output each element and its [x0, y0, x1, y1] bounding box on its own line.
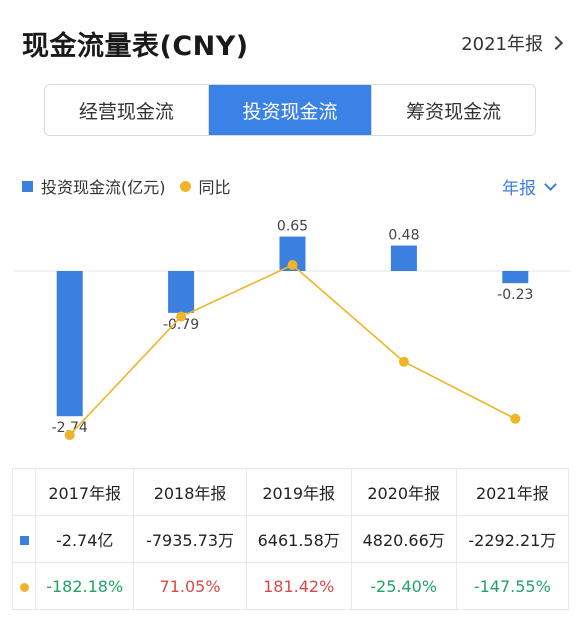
amount-cell: -2292.21万: [455, 515, 570, 563]
frequency-dropdown[interactable]: 年报: [502, 174, 557, 199]
line-legend-label: 同比: [198, 178, 231, 197]
yoy-cell: 71.05%: [133, 562, 247, 610]
table-row-yoy: -182.18% 71.05% 181.42% -25.40% -147.55%: [12, 562, 570, 610]
yoy-cell: -147.55%: [455, 562, 570, 610]
yoy-point-2021年报: [510, 413, 521, 424]
bar-legend-label: 投资现金流(亿元): [41, 178, 166, 197]
amount-cell: 4820.66万: [350, 515, 457, 563]
yoy-point-2019年报: [287, 260, 298, 270]
bar-legend-icon: [22, 180, 33, 192]
cashflow-tabs: 经营现金流 投资现金流 筹资现金流: [44, 84, 536, 136]
yoy-point-2018年报: [176, 311, 187, 322]
yoy-line: [69, 264, 516, 436]
tab-operating[interactable]: 经营现金流: [45, 85, 208, 135]
period-label: 2021年报: [461, 34, 543, 55]
yoy-point-2017年报: [64, 430, 75, 440]
investing-cashflow-chart: -2.74-0.790.650.48-0.23: [14, 219, 571, 440]
bar-2020年报: [390, 245, 417, 271]
bar-2018年报: [168, 271, 195, 313]
bar-2021年报: [502, 271, 529, 284]
yoy-point-2020年报: [398, 356, 409, 367]
bar-2017年报: [56, 271, 83, 417]
table-header: 2019年报: [245, 468, 352, 516]
table-header: 2020年报: [350, 468, 457, 516]
table-row-amount: -2.74亿 -7935.73万 6461.58万 4820.66万 -2292…: [12, 515, 570, 563]
tab-investing[interactable]: 投资现金流: [207, 85, 372, 135]
page-title: 现金流量表(CNY): [22, 31, 249, 62]
table-header: 2018年报: [133, 468, 247, 516]
tab-financing[interactable]: 筹资现金流: [371, 85, 535, 135]
line-series-icon: [19, 582, 29, 592]
period-selector[interactable]: 2021年报: [461, 30, 564, 56]
frequency-label: 年报: [502, 179, 536, 199]
table-header: 2021年报: [455, 468, 570, 516]
bar-data-label: -0.79: [163, 317, 199, 333]
bar-data-label: 0.48: [388, 228, 419, 244]
bar-data-label: 0.65: [277, 219, 308, 235]
bar-series-icon: [19, 535, 29, 545]
amount-cell: -2.74亿: [34, 515, 135, 563]
table-header-row: 2017年报 2018年报 2019年报 2020年报 2021年报: [12, 468, 570, 516]
chart-legend: 投资现金流(亿元) 同比: [22, 174, 231, 198]
amount-cell: 6461.58万: [245, 515, 352, 563]
yoy-cell: -25.40%: [350, 562, 457, 610]
amount-cell: -7935.73万: [133, 515, 247, 563]
bar-data-label: -0.23: [497, 287, 533, 303]
table-header: 2017年报: [34, 468, 135, 516]
yoy-cell: 181.42%: [245, 562, 352, 610]
line-legend-icon: [179, 180, 191, 192]
chevron-down-icon: [544, 177, 557, 191]
chevron-right-icon: [548, 35, 564, 51]
data-table: 2017年报 2018年报 2019年报 2020年报 2021年报 -2.74…: [12, 468, 570, 610]
yoy-cell: -182.18%: [34, 562, 135, 610]
